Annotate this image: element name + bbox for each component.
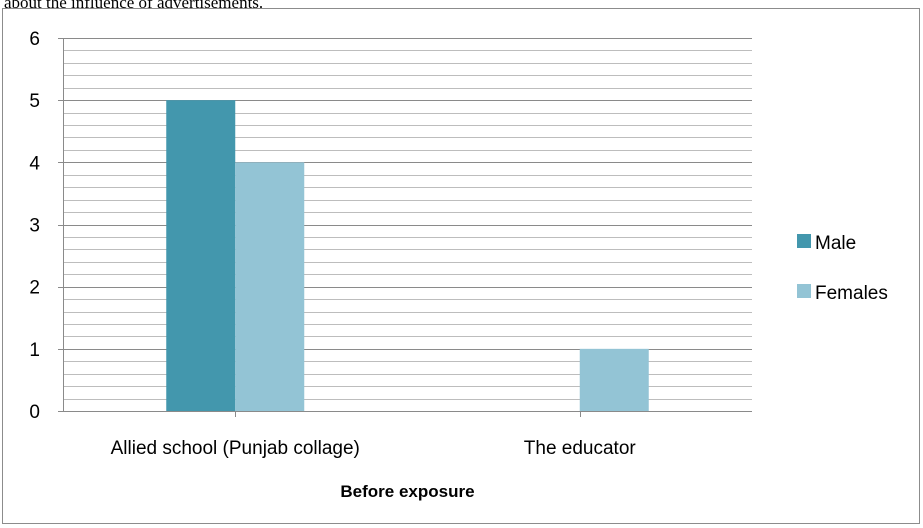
chart-frame (2, 8, 920, 524)
y-tick-label: 1 (29, 340, 40, 361)
y-tick-label: 4 (29, 153, 40, 174)
y-tick-labels: 0 1 2 3 4 5 6 (29, 29, 63, 423)
bars (166, 100, 649, 412)
x-category-label: Allied school (Punjab collage) (111, 438, 360, 459)
x-category-labels: Allied school (Punjab collage) The educat… (111, 411, 637, 459)
y-tick-label: 0 (29, 402, 40, 423)
bar-male-0 (166, 100, 236, 412)
legend-swatch-females (797, 284, 811, 298)
legend-label-male: Male (815, 233, 856, 254)
legend: Male Females (797, 233, 888, 304)
caption-fragment: about the influence of advertisements. (4, 0, 264, 12)
x-category-label: The educator (524, 438, 637, 459)
x-axis-title: Before exposure (340, 482, 474, 501)
bar-females-1 (579, 348, 649, 411)
legend-label-females: Females (815, 283, 888, 304)
y-tick-label: 2 (29, 278, 40, 299)
y-tick-label: 5 (29, 91, 40, 112)
bar-females-0 (235, 162, 305, 411)
legend-swatch-male (797, 234, 811, 248)
y-tick-label: 3 (29, 216, 40, 237)
y-tick-label: 6 (29, 29, 40, 50)
